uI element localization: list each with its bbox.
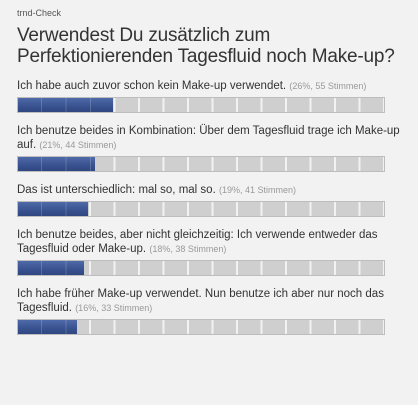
poll-option-label: Ich benutze beides, aber nicht gleichzei… (17, 228, 405, 256)
poll-option: Ich habe auch zuvor schon kein Make-up v… (17, 79, 405, 113)
option-result: (26%, 55 Stimmen) (289, 81, 367, 91)
bar-grid (18, 261, 384, 275)
option-text: Ich benutze beides in Kombination: Über … (17, 125, 400, 151)
option-text: Das ist unterschiedlich: mal so, mal so. (17, 184, 216, 196)
option-text: Ich habe früher Make-up verwendet. Nun b… (17, 288, 384, 314)
poll-option-label: Ich habe früher Make-up verwendet. Nun b… (17, 287, 405, 315)
option-result: (19%, 41 Stimmen) (218, 185, 297, 195)
bar-fill-grid (18, 157, 95, 171)
poll-option-label: Ich habe auch zuvor schon kein Make-up v… (17, 79, 405, 93)
option-text: Ich benutze beides, aber nicht gleichzei… (17, 229, 378, 255)
poll-brand: trnd-Check (17, 8, 62, 18)
option-result: (21%, 44 Stimmen) (39, 140, 117, 150)
result-bar-track (17, 97, 385, 113)
result-bar-fill (18, 157, 95, 171)
poll-option: Ich benutze beides, aber nicht gleichzei… (17, 228, 405, 276)
bar-fill-grid (18, 320, 77, 334)
result-bar-track (17, 201, 385, 217)
result-bar-fill (18, 98, 114, 112)
bar-fill-grid (18, 98, 114, 112)
result-bar-fill (18, 261, 84, 275)
result-bar-track (17, 319, 385, 335)
result-bar-fill (18, 320, 77, 334)
poll-option-label: Das ist unterschiedlich: mal so, mal so.… (17, 183, 405, 197)
poll-question: Verwendest Du zusätzlich zum Perfektioni… (17, 25, 395, 67)
poll-option: Ich habe früher Make-up verwendet. Nun b… (17, 287, 405, 335)
poll-option: Das ist unterschiedlich: mal so, mal so.… (17, 183, 405, 217)
option-result: (18%, 38 Stimmen) (149, 244, 227, 254)
result-bar-fill (18, 202, 88, 216)
bar-grid (18, 320, 384, 334)
bar-grid (18, 202, 384, 216)
option-text: Ich habe auch zuvor schon kein Make-up v… (17, 80, 287, 92)
option-result: (16%, 33 Stimmen) (75, 303, 153, 313)
poll-option-label: Ich benutze beides in Kombination: Über … (17, 124, 405, 152)
poll-option: Ich benutze beides in Kombination: Über … (17, 124, 405, 172)
result-bar-track (17, 260, 385, 276)
result-bar-track (17, 156, 385, 172)
bar-grid (18, 157, 384, 171)
bar-fill-grid (18, 261, 84, 275)
bar-fill-grid (18, 202, 88, 216)
